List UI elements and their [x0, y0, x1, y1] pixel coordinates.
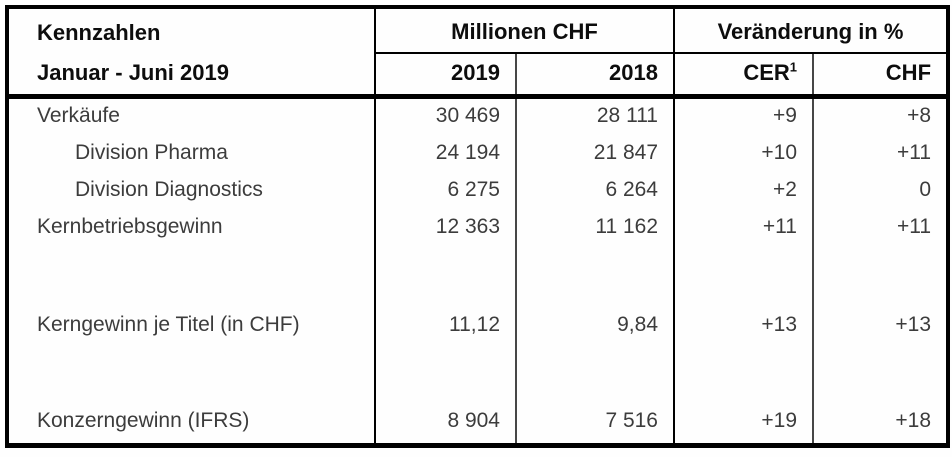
cer-footnote-marker: 1 [789, 59, 797, 75]
header-kennzahlen: Kennzahlen [7, 7, 376, 53]
header-group-millionen-chf: Millionen CHF [375, 7, 675, 54]
header-col-cer: CER1 [674, 53, 814, 99]
cell-2019: 6 275 [375, 175, 517, 212]
cell-cer: +11 [674, 212, 814, 249]
cell-2018: 9,84 [516, 249, 675, 347]
table-row-kernbetriebsgewinn: Kernbetriebsgewinn 12 363 11 162 +11 +11 [7, 212, 948, 249]
table-header: Kennzahlen Millionen CHF Veränderung in … [7, 7, 949, 99]
header-row-groups: Kennzahlen Millionen CHF Veränderung in … [7, 7, 949, 54]
row-label: Kernbetriebsgewinn [7, 212, 376, 249]
header-col-cer-label: CER [743, 60, 790, 85]
cell-2019: 24 194 [375, 138, 517, 175]
cell-chf: +13 [895, 313, 932, 336]
table-row-verkaeufe: Verkäufe 30 469 28 111 +9 +8 [7, 96, 948, 138]
cell-2019: 11,12 [375, 249, 517, 347]
kpi-table: Kennzahlen Millionen CHF Veränderung in … [5, 5, 951, 448]
header-period: Januar - Juni 2019 [7, 53, 376, 99]
header-group-veraenderung: Veränderung in % [674, 7, 949, 54]
table-row-division-diagnostics: Division Diagnostics 6 275 6 264 +2 0 [7, 175, 948, 212]
row-label: Division Diagnostics [7, 175, 376, 212]
row-label: Kerngewinn je Titel (in CHF) [7, 249, 376, 347]
cell-2018: 6 264 [516, 175, 675, 212]
cell-cer: +10 [674, 138, 814, 175]
cell-chf: +18 [895, 409, 932, 432]
table-row-kerngewinn-je-titel: Kerngewinn je Titel (in CHF) 11,12 9,84 … [7, 249, 948, 347]
cell-2018: 7 516 [516, 347, 675, 446]
cell-2018: 21 847 [516, 138, 675, 175]
header-row-columns: Januar - Juni 2019 2019 2018 CER1 CHF [7, 53, 949, 99]
cell-cer: +13 [674, 249, 814, 347]
cell-chf: +8 [907, 104, 932, 127]
cell-cer: +19 [674, 347, 814, 446]
table-row-division-pharma: Division Pharma 24 194 21 847 +10 +11 [7, 138, 948, 175]
cell-cer: +2 [674, 175, 814, 212]
header-col-chf: CHF [813, 53, 949, 99]
row-label: Verkäufe [7, 96, 376, 138]
table-row-konzerngewinn-ifrs: Konzerngewinn (IFRS) 8 904 7 516 +19 +18 [7, 347, 948, 446]
cell-chf: +11 [896, 215, 932, 238]
row-label: Konzerngewinn (IFRS) [7, 347, 376, 446]
cell-chf: +11 [896, 141, 932, 164]
kpi-table-wrapper: Kennzahlen Millionen CHF Veränderung in … [5, 5, 951, 448]
table-body: Verkäufe 30 469 28 111 +9 +8 Division Ph… [7, 96, 948, 446]
header-col-2019: 2019 [375, 53, 517, 99]
row-label: Division Pharma [7, 138, 376, 175]
cell-2019: 12 363 [375, 212, 517, 249]
cell-2018: 11 162 [516, 212, 675, 249]
cell-2018: 28 111 [516, 96, 675, 138]
header-col-2018: 2018 [516, 53, 675, 99]
cell-chf: 0 [919, 178, 932, 201]
cell-cer: +9 [674, 96, 814, 138]
cell-2019: 8 904 [375, 347, 517, 446]
cell-2019: 30 469 [375, 96, 517, 138]
